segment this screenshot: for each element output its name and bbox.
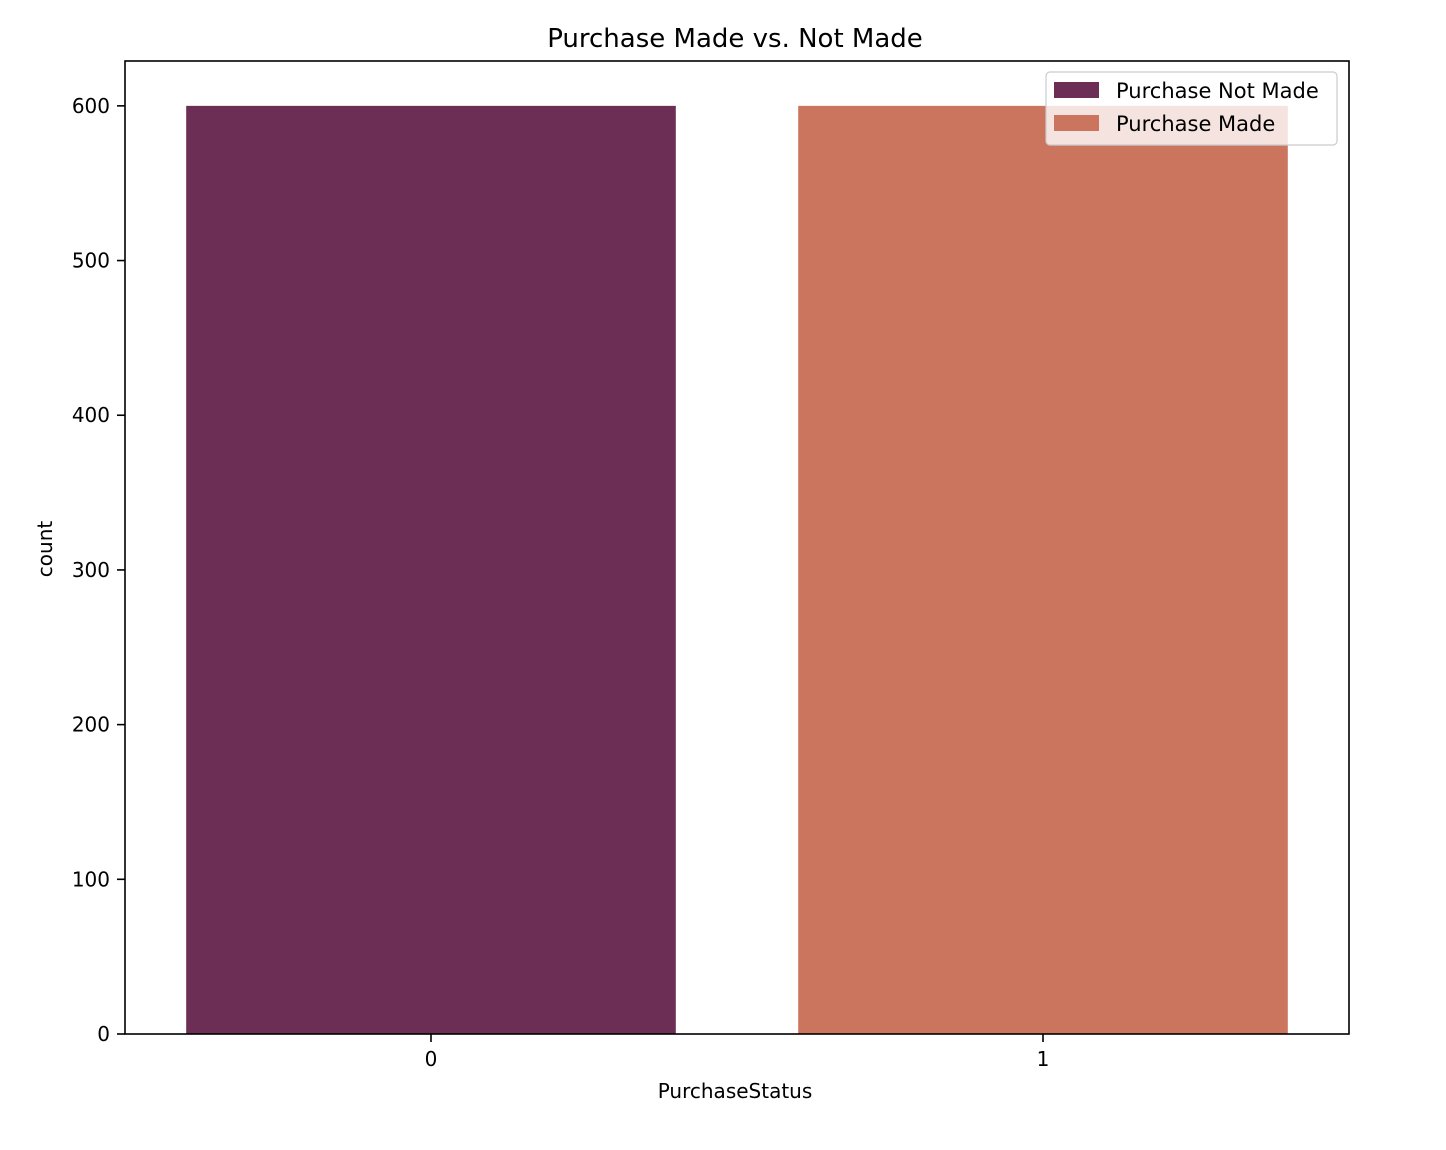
y-tick-label-200: 200	[72, 713, 110, 737]
y-axis: 0 100 200 300 400 500 600	[72, 94, 125, 1046]
x-tick-label-1: 1	[1037, 1047, 1050, 1071]
y-tick-label-600: 600	[72, 94, 110, 118]
y-tick-label-100: 100	[72, 867, 110, 891]
bar-1	[798, 105, 1288, 1035]
legend-label-purchase-not-made: Purchase Not Made	[1116, 79, 1319, 103]
legend-label-purchase-made: Purchase Made	[1116, 112, 1275, 136]
x-axis-label: PurchaseStatus	[658, 1079, 813, 1103]
legend-swatch-purchase-made	[1054, 115, 1099, 131]
y-tick-label-400: 400	[72, 403, 110, 427]
y-tick-label-0: 0	[97, 1022, 110, 1046]
legend: Purchase Not Made Purchase Made	[1045, 71, 1338, 146]
y-axis-label: count	[33, 521, 57, 578]
y-tick-label-300: 300	[72, 558, 110, 582]
x-tick-label-0: 0	[425, 1047, 438, 1071]
legend-box	[1045, 71, 1338, 146]
bar-0	[186, 105, 676, 1035]
bars-layer	[186, 105, 1288, 1035]
chart-title: Purchase Made vs. Not Made	[547, 24, 923, 54]
legend-swatch-purchase-not-made	[1054, 82, 1099, 98]
plot-frame	[124, 60, 1350, 1035]
y-tick-label-500: 500	[72, 249, 110, 273]
